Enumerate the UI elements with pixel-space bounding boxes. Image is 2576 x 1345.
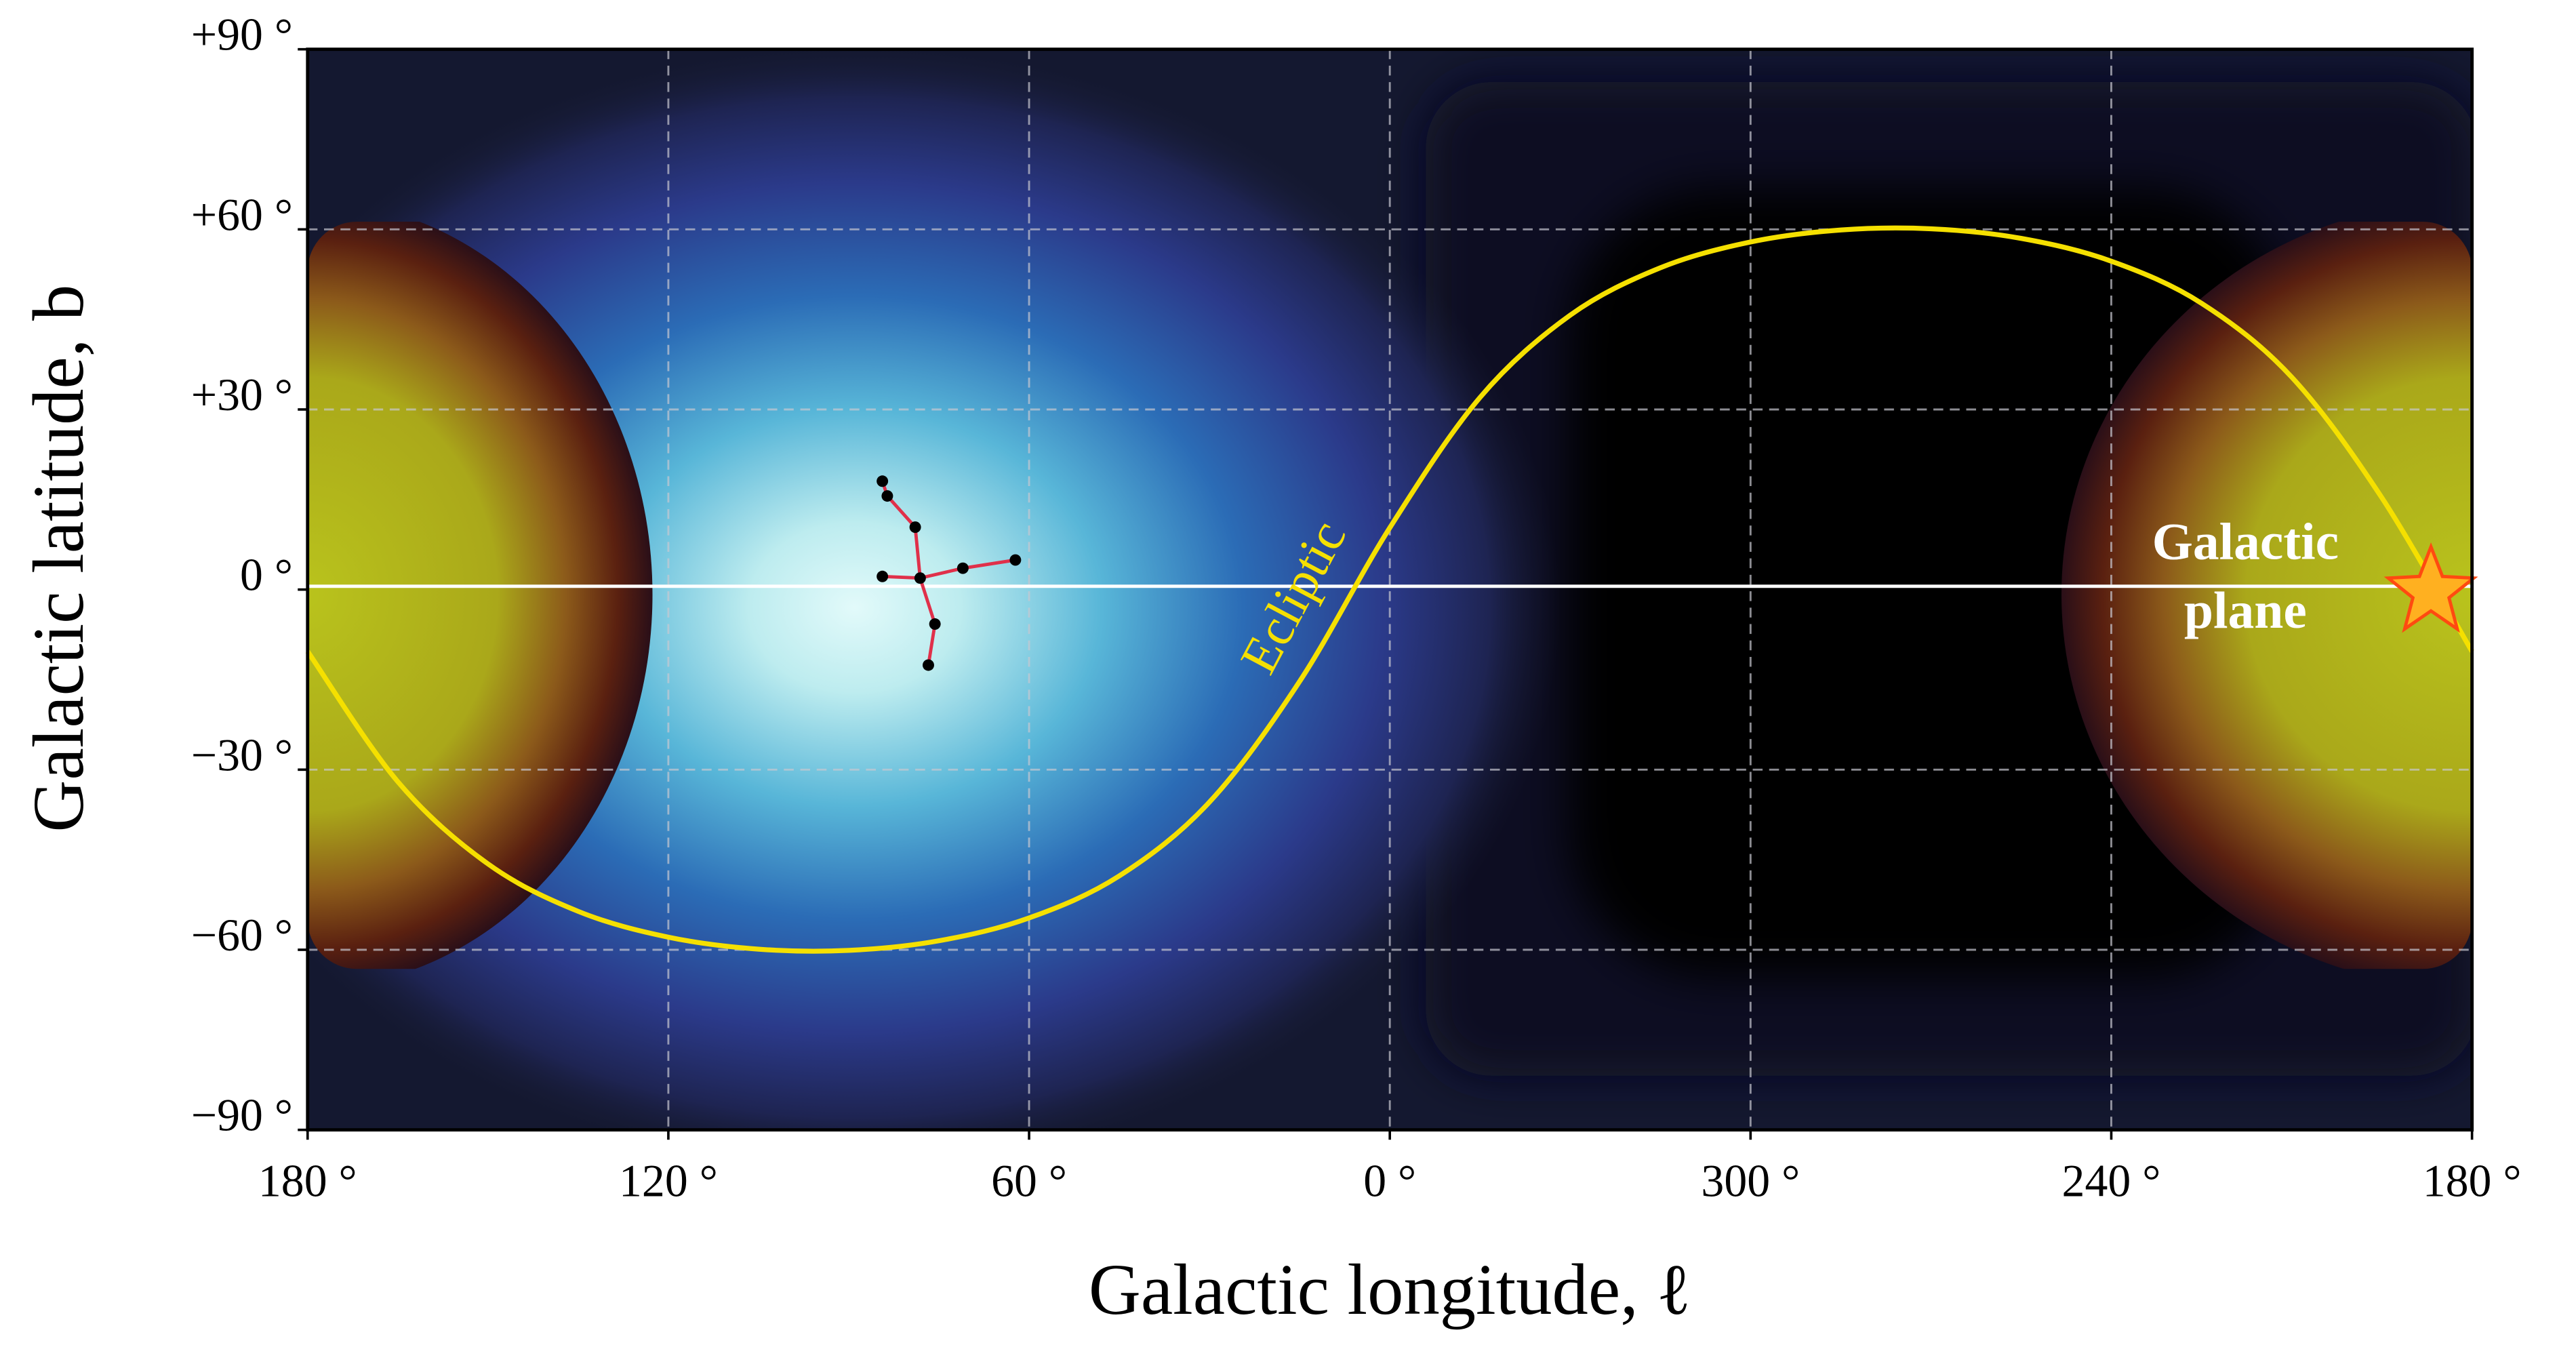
y-tick-label: 0 ° <box>240 550 293 601</box>
annotation: Galactic <box>2152 512 2339 570</box>
y-axis-label: Galactic latitude, b <box>19 285 99 832</box>
y-tick-label: −60 ° <box>191 910 293 961</box>
x-tick-label: 60 ° <box>991 1156 1067 1207</box>
x-tick-label: 120 ° <box>619 1156 718 1207</box>
star-marker <box>2383 542 2478 633</box>
x-tick-label: 240 ° <box>2062 1156 2161 1207</box>
y-tick-label: +90 ° <box>191 9 293 60</box>
x-axis-label: Galactic longitude, ℓ <box>1089 1250 1691 1330</box>
x-tick-label: 0 ° <box>1363 1156 1416 1207</box>
y-tick-label: −90 ° <box>191 1090 293 1141</box>
x-tick-label: 300 ° <box>1701 1156 1800 1207</box>
constellation <box>877 475 1022 671</box>
y-tick-label: +30 ° <box>191 369 293 420</box>
x-tick-label: 180 ° <box>2423 1156 2522 1207</box>
annotation: plane <box>2184 581 2307 639</box>
y-tick-label: +60 ° <box>191 189 293 240</box>
y-tick-label: −30 ° <box>191 729 293 780</box>
series <box>305 225 2474 954</box>
x-tick-label: 180 ° <box>258 1156 357 1207</box>
ecliptic-line <box>305 225 2474 954</box>
